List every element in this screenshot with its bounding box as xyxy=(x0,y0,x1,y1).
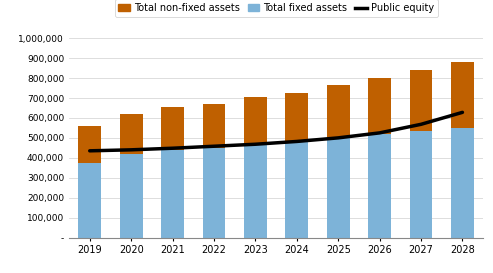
Bar xyxy=(120,114,142,154)
Bar xyxy=(451,61,474,128)
Bar xyxy=(161,150,184,238)
Bar xyxy=(410,131,432,238)
Bar xyxy=(410,70,432,131)
Bar xyxy=(327,137,350,238)
Bar xyxy=(78,163,101,238)
Bar xyxy=(368,134,391,238)
Bar xyxy=(244,145,267,238)
Bar xyxy=(368,78,391,134)
Bar xyxy=(78,126,101,163)
Bar xyxy=(203,104,225,148)
Bar xyxy=(161,107,184,150)
Bar xyxy=(285,93,308,142)
Bar xyxy=(451,128,474,238)
Bar xyxy=(203,148,225,238)
Bar xyxy=(285,142,308,238)
Bar xyxy=(327,85,350,137)
Legend: Total non-fixed assets, Total fixed assets, Public equity: Total non-fixed assets, Total fixed asse… xyxy=(114,0,438,17)
Bar xyxy=(120,154,142,238)
Bar xyxy=(244,97,267,145)
